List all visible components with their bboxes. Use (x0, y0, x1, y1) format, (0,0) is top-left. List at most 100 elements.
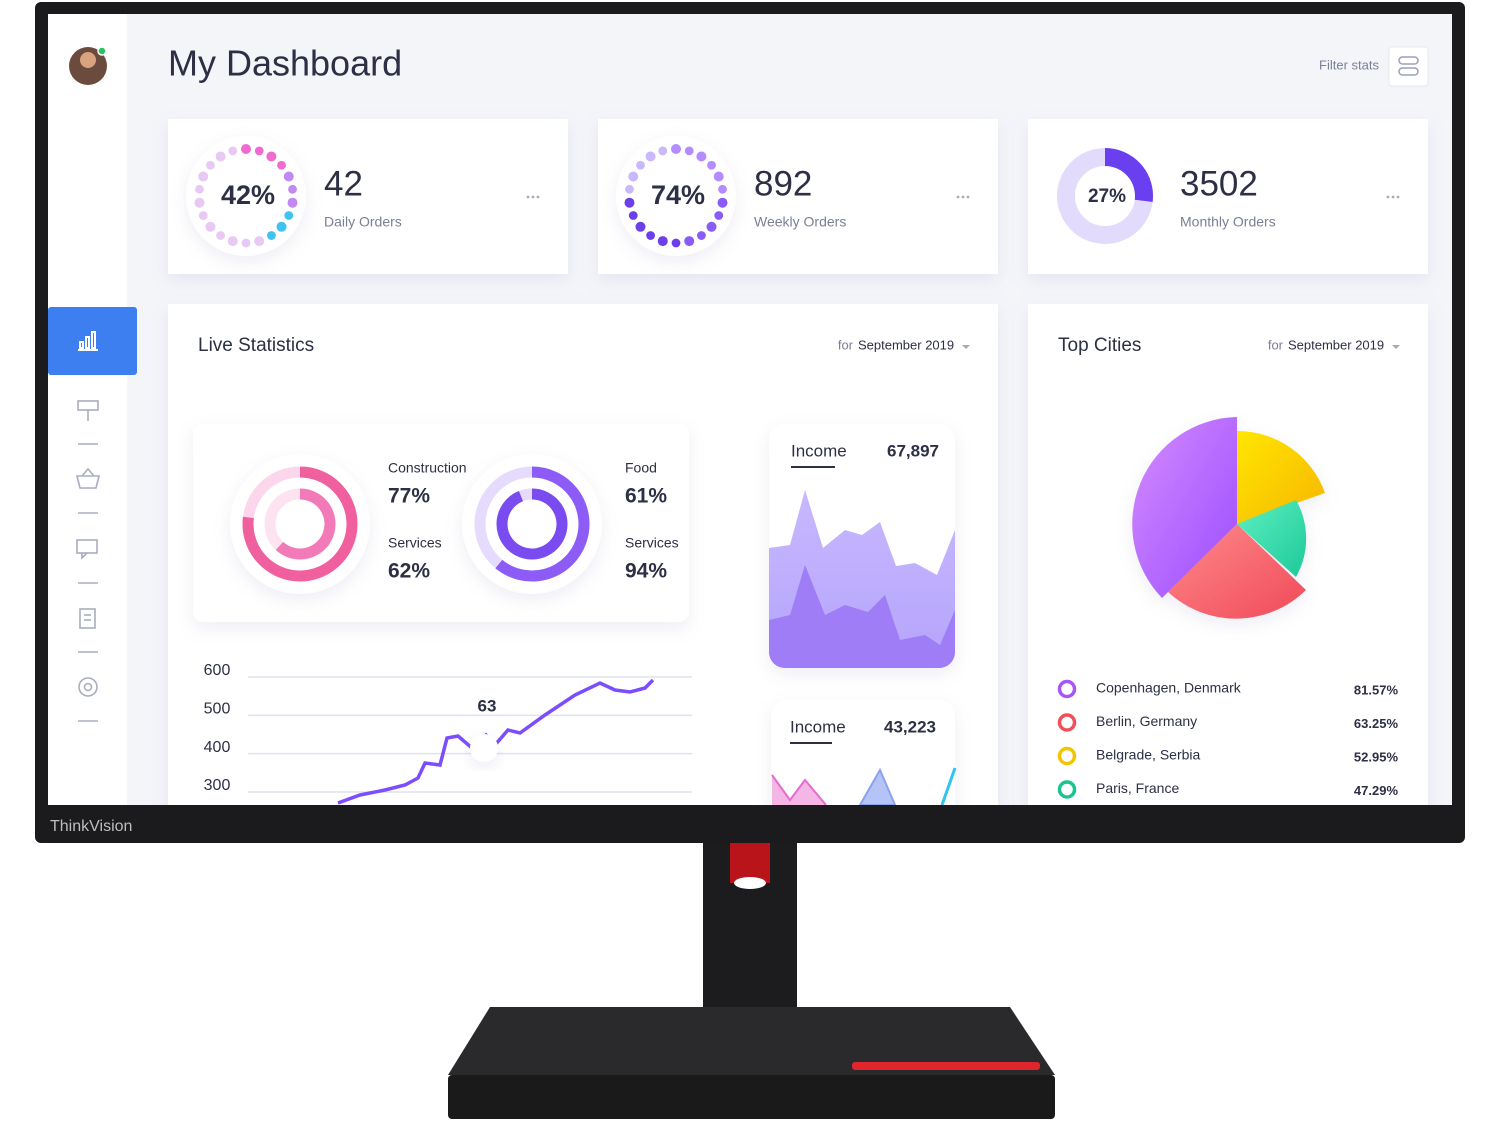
y-tick-label: 500 (204, 701, 231, 718)
decoration (1237, 500, 1307, 577)
decoration (734, 877, 766, 889)
ring-dot (194, 197, 205, 208)
menu-dot[interactable] (1386, 195, 1390, 199)
pie (1132, 417, 1325, 619)
period[interactable]: September 2019 (1288, 337, 1384, 352)
nav-basket[interactable] (75, 467, 101, 489)
decoration (771, 774, 827, 805)
decoration (91, 331, 96, 349)
decoration (1132, 417, 1237, 598)
menu-dot[interactable] (956, 195, 960, 199)
decoration (448, 1075, 1055, 1119)
ring-arc (242, 466, 358, 582)
menu-dot[interactable] (531, 195, 535, 199)
period[interactable]: September 2019 (858, 337, 954, 352)
ring-dot (195, 184, 204, 194)
ring-dot (706, 221, 717, 232)
nav-sign[interactable] (77, 400, 99, 421)
decoration (80, 52, 96, 68)
ring-dot (657, 236, 668, 247)
decoration (83, 682, 93, 692)
line-annotation: 63 (478, 696, 497, 715)
ring-dot (713, 171, 724, 182)
income-value: 67,897 (887, 441, 939, 460)
decoration (242, 466, 590, 582)
decoration (1237, 430, 1325, 524)
ring-dot (646, 231, 655, 240)
ring-value: 61% (625, 485, 667, 508)
ring-dot (276, 221, 287, 232)
decoration (78, 677, 98, 697)
income-label: Income (790, 717, 846, 736)
screen: My Dashboard Filter stats 42% 42 Daily Ord… (48, 14, 1452, 805)
decoration: 600 500 400 300 (204, 662, 692, 794)
decoration (448, 1007, 1055, 1075)
legend-marker (1057, 713, 1077, 732)
stat-value: 892 (754, 164, 812, 203)
ring-dot (717, 197, 728, 208)
decoration: Copenhagen, Denmark 81.57% Berlin, Germany… (1057, 679, 1399, 799)
ring-dot (696, 151, 707, 162)
ring-label: Services (625, 535, 679, 551)
stat-card (1028, 119, 1428, 274)
ring-dot (284, 211, 294, 220)
decoration (1398, 67, 1419, 76)
city-value: 47.29% (1354, 783, 1399, 798)
decoration (730, 843, 770, 883)
decoration (78, 331, 98, 351)
y-tick-label: 400 (204, 739, 231, 756)
decoration (1398, 56, 1419, 76)
menu-dot[interactable] (966, 195, 970, 199)
ring-dot (718, 184, 727, 194)
nav-docs[interactable] (79, 608, 96, 629)
period-prefix: for (838, 337, 854, 352)
legend-marker (1057, 780, 1077, 799)
decoration (769, 490, 955, 668)
ring-dot (198, 211, 208, 220)
filter-label[interactable]: Filter stats (1319, 57, 1379, 72)
ring-label: Construction (388, 460, 467, 476)
menu-dot[interactable] (536, 195, 540, 199)
ring-bg (186, 136, 306, 256)
ring-dot (287, 197, 298, 208)
ring-dot (228, 146, 238, 156)
ring-dot (684, 146, 694, 156)
ring-dot (707, 160, 716, 170)
ring-dot (628, 211, 638, 220)
decoration (81, 552, 88, 560)
ring-dot (241, 238, 251, 248)
decoration (81, 467, 95, 477)
decoration (1398, 56, 1419, 65)
ring-dot (697, 231, 706, 240)
menu-dot[interactable] (526, 195, 530, 199)
nav-settings[interactable] (78, 677, 98, 697)
decoration (940, 767, 957, 805)
menu-dot[interactable] (961, 195, 965, 199)
menu-dot[interactable] (1391, 195, 1395, 199)
stat-label: Weekly Orders (754, 214, 846, 230)
ring-value: 62% (388, 560, 430, 583)
decoration (772, 775, 826, 805)
decoration (858, 767, 897, 805)
donut-arc (1104, 148, 1153, 203)
ring-dot (266, 151, 277, 162)
filter-button[interactable] (1388, 46, 1429, 87)
ring-value: 94% (625, 560, 667, 583)
ring-label: Food (625, 460, 657, 476)
stat-value: 42 (324, 164, 363, 203)
ring-dot (714, 211, 724, 220)
ring-dot (628, 171, 639, 182)
income-label: Income (791, 441, 847, 460)
menu-dot[interactable] (1396, 195, 1400, 199)
ring-dot (198, 171, 209, 182)
city-value: 52.95% (1354, 749, 1399, 764)
city-value: 63.25% (1354, 716, 1399, 731)
page-title: My Dashboard (168, 43, 402, 84)
ring-arc (495, 466, 590, 582)
ring-dot (254, 146, 264, 156)
legend-marker (1057, 679, 1077, 699)
line-focus[interactable] (470, 734, 498, 762)
nav-chat[interactable] (76, 539, 98, 560)
ring-dot (671, 238, 681, 248)
decoration (75, 475, 101, 489)
